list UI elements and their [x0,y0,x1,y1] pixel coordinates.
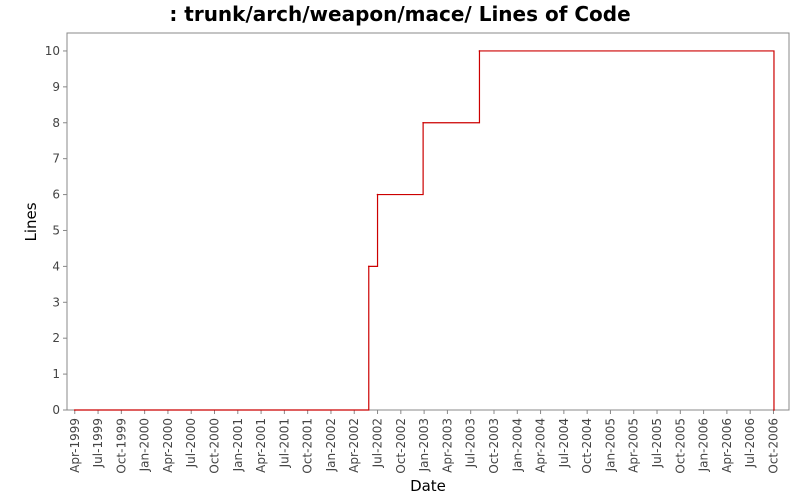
x-tick-label: Jan-2000 [138,418,152,472]
plot-area [66,32,790,411]
y-tick-label: 0 [52,403,60,417]
x-tick-label: Oct-2003 [487,418,501,474]
x-axis-label: Date [410,477,446,495]
x-tick-label: Oct-2006 [766,418,780,474]
x-tick-label: Jan-2004 [510,418,524,472]
data-point [367,265,370,268]
x-tick-label: Oct-1999 [114,418,128,474]
series-line [74,50,775,411]
y-tick-label: 7 [52,152,60,166]
data-point [73,409,76,411]
y-axis-label: Lines [22,202,40,241]
x-tick-label: Oct-2002 [394,418,408,474]
x-tick-label: Apr-2002 [347,418,361,473]
x-axis: Apr-1999 Jul-1999 Oct-1999 Jan-2000 Apr-2000… [68,410,780,474]
data-point [773,409,775,411]
x-tick-label: Jan-2006 [697,418,711,472]
data-point [478,50,481,52]
x-tick-label: Jan-2003 [417,418,431,472]
data-point [422,121,424,124]
x-tick-label: Jul-1999 [91,418,105,468]
x-tick-label: Jul-2001 [277,418,291,468]
x-tick-label: Jul-2006 [743,418,757,468]
x-tick-label: Oct-2005 [673,418,687,474]
y-tick-label: 8 [52,116,60,130]
x-tick-label: Apr-2000 [161,418,175,473]
y-tick-label: 5 [52,223,60,237]
y-tick-label: 6 [52,188,60,202]
y-tick-label: 1 [52,367,60,381]
x-tick-label: Oct-2001 [301,418,315,474]
x-tick-label: Apr-2004 [534,418,548,473]
x-tick-label: Jul-2000 [184,418,198,468]
y-tick-label: 3 [52,295,60,309]
x-tick-label: Jan-2001 [231,418,245,472]
x-tick-label: Apr-1999 [68,418,82,473]
y-tick-label: 2 [52,331,60,345]
series-layer [73,50,775,411]
y-tick-label: 9 [52,80,60,94]
x-tick-label: Oct-2004 [580,418,594,474]
chart-title: : trunk/arch/weapon/mace/ Lines of Code [169,2,630,26]
x-tick-label: Jan-2005 [603,418,617,472]
x-tick-label: Apr-2006 [720,418,734,473]
x-tick-label: Apr-2001 [254,418,268,473]
x-tick-label: Apr-2003 [440,418,454,473]
x-tick-label: Jul-2004 [557,418,571,468]
x-tick-label: Oct-2000 [208,418,222,474]
x-tick-label: Jul-2002 [371,418,385,468]
y-tick-label: 4 [52,259,60,273]
y-tick-label: 10 [45,44,60,58]
x-tick-label: Jul-2003 [464,418,478,468]
x-tick-label: Apr-2005 [627,418,641,473]
x-tick-label: Jul-2005 [650,418,664,468]
x-tick-label: Jan-2002 [324,418,338,472]
data-point [376,193,379,196]
y-axis: 0 1 2 3 4 5 6 7 8 9 10 [45,44,67,417]
